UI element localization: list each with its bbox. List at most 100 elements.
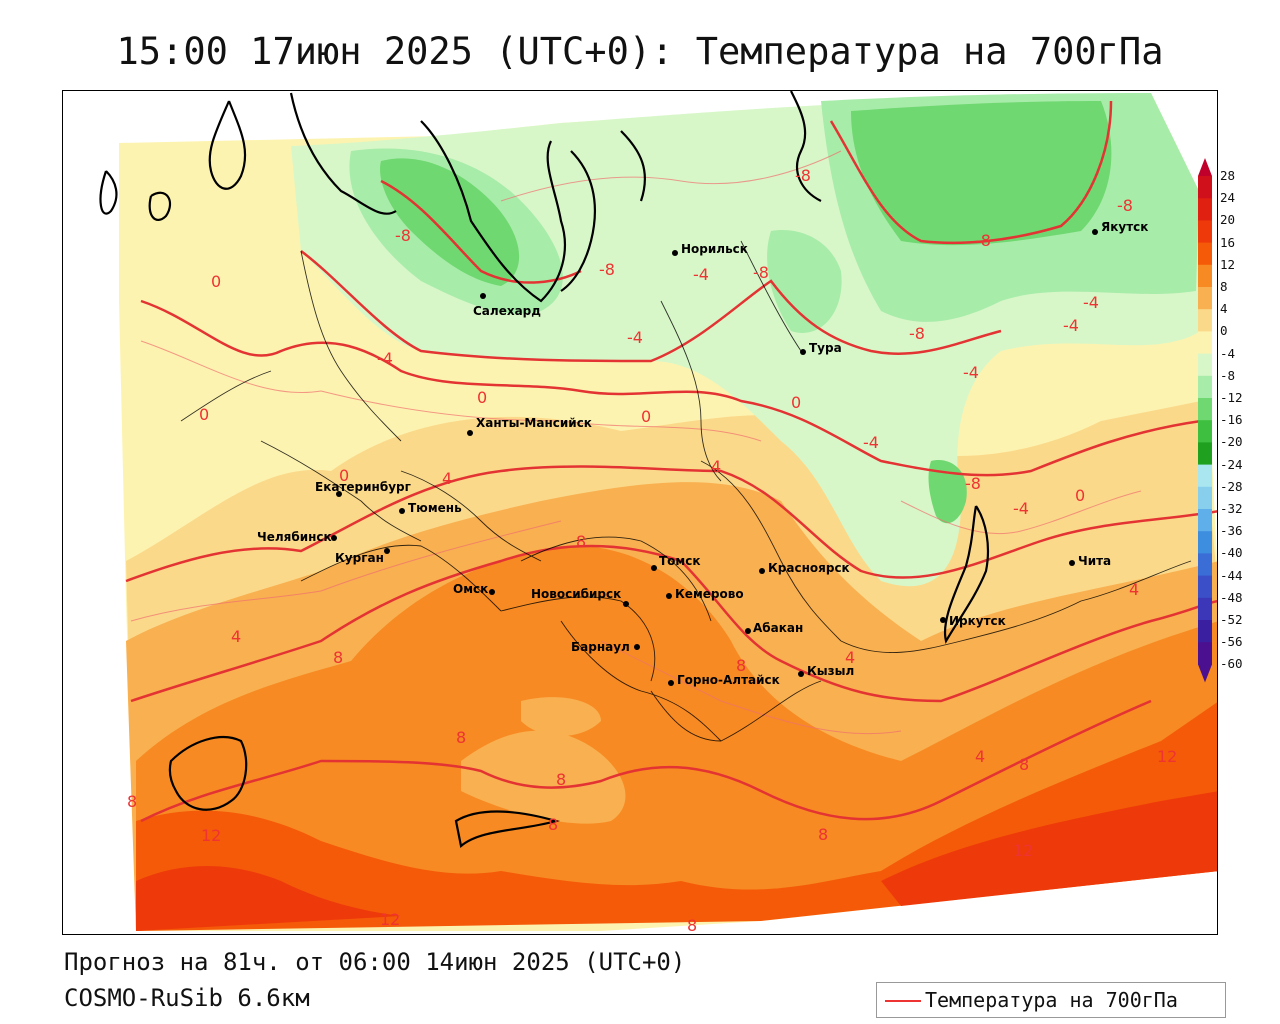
contour-label: -4 <box>693 265 709 284</box>
colorbar-tick-label: -28 <box>1220 478 1243 494</box>
contour-label: 0 <box>791 393 801 412</box>
page-title: 15:00 17июн 2025 (UTC+0): Температура на… <box>116 30 1164 73</box>
city-label: Норильск <box>681 242 748 256</box>
colorbar-tick-label: -52 <box>1220 612 1243 627</box>
legend-line-swatch <box>885 1000 921 1002</box>
colorbar-swatch <box>1198 442 1212 466</box>
colorbar-tick-label: -40 <box>1220 545 1243 561</box>
contour-label: 0 <box>477 388 487 407</box>
city-label: Горно-Алтайск <box>677 673 780 687</box>
colorbar-swatch <box>1198 398 1212 421</box>
contour-label: 4 <box>711 457 721 476</box>
colorbar-tick-label: -60 <box>1220 656 1243 672</box>
contour-label: 8 <box>556 770 566 789</box>
colorbar-tick-label: -16 <box>1220 412 1243 428</box>
colorbar-swatch <box>1198 464 1212 488</box>
colorbar-swatch <box>1198 575 1212 599</box>
city-label: Курган <box>335 551 384 565</box>
colorbar-swatch <box>1198 242 1212 266</box>
colorbar-tick-label: -20 <box>1220 434 1243 450</box>
contour-label: -8 <box>1117 196 1133 215</box>
colorbar-tick-label: 0 <box>1220 323 1228 339</box>
city-label: Челябинск <box>257 530 332 544</box>
city-label: Екатеринбург <box>315 480 411 494</box>
contour-label: 12 <box>380 910 400 929</box>
contour-label: -8 <box>599 260 615 279</box>
contour-label: 4 <box>231 627 241 646</box>
contour-label: 12 <box>1157 747 1177 766</box>
colorbar-swatch <box>1198 375 1212 399</box>
admin-borders <box>180 240 1192 742</box>
city-label: Чита <box>1078 554 1111 568</box>
colorbar-tick-label: 4 <box>1220 301 1228 317</box>
contour-label: -4 <box>627 328 643 347</box>
colorbar-tick-label: -36 <box>1220 523 1243 539</box>
colorbar-swatch <box>1198 198 1212 221</box>
colorbar-swatch <box>1198 309 1212 332</box>
colorbar-tick-label: -4 <box>1220 345 1236 361</box>
colorbar-top-arrow <box>1198 158 1212 176</box>
map-panel[interactable]: Салехард Норильск Якутск Тура Ханты-Манс… <box>62 90 1218 935</box>
city-label: Иркутск <box>949 614 1006 628</box>
cities: Салехард Норильск Якутск Тура Ханты-Манс… <box>257 220 1148 687</box>
coastlines <box>99 91 990 849</box>
colorbar-swatch <box>1198 509 1212 532</box>
forecast-info: Прогноз на 81ч. от 06:00 14июн 2025 (UTC… <box>64 948 686 976</box>
contour-label: -8 <box>753 263 769 282</box>
contour-labels: -8 -8 -8 -8 -8 -8 -8 -8 -4 -4 -4 -4 -4 -… <box>127 166 1177 935</box>
colorbar-tick-label: 20 <box>1220 212 1236 228</box>
legend: Температура на 700гПа <box>876 982 1226 1018</box>
contour-label: 8 <box>456 728 466 747</box>
colorbar-swatch <box>1198 264 1212 288</box>
city-label: Якутск <box>1101 220 1148 234</box>
colorbar-swatch <box>1198 220 1212 244</box>
contour-label: 8 <box>333 648 343 667</box>
city-label: Тюмень <box>408 501 462 515</box>
city-label: Омск <box>453 582 488 596</box>
colorbar-bottom-arrow <box>1198 664 1212 683</box>
contour-label: -4 <box>963 363 979 382</box>
colorbar-tick-label: 24 <box>1220 190 1236 206</box>
colorbar-swatch <box>1198 287 1212 310</box>
contour-label: -4 <box>1063 316 1079 335</box>
colorbar-swatch <box>1198 553 1212 577</box>
contour-label: -8 <box>795 166 811 185</box>
city-label: Тура <box>809 341 842 355</box>
contour-label: -4 <box>1083 293 1099 312</box>
city-label: Томск <box>659 554 701 568</box>
colorbar-tick-label: -48 <box>1220 589 1243 605</box>
contour-label: -4 <box>1013 499 1029 518</box>
colorbar-tick-label: -44 <box>1220 567 1243 583</box>
colorbar-swatch <box>1198 353 1212 377</box>
contour-label: -4 <box>377 349 393 368</box>
city-label: Абакан <box>753 621 803 635</box>
contour-label: 8 <box>127 792 137 811</box>
colorbar-tick-label: -8 <box>1220 367 1236 383</box>
contour-label: 0 <box>1075 486 1085 505</box>
contour-label: 8 <box>687 916 697 935</box>
colorbar-swatch <box>1198 420 1212 443</box>
colorbar-tick-label: 8 <box>1220 279 1228 294</box>
city-label: Салехард <box>473 304 541 318</box>
colorbar: 28 24 20 16 12 8 4 0 -4 -8 -12 -16 -20 -24 -28 -32 -36 -4… <box>1198 158 1268 690</box>
colorbar-tick-label: -32 <box>1220 501 1243 516</box>
colorbar-tick-label: 12 <box>1220 256 1236 272</box>
contour-label: 0 <box>641 407 651 426</box>
model-name: COSMO-RuSib 6.6км <box>64 984 310 1012</box>
colorbar-swatch <box>1198 176 1212 199</box>
contour-label: 4 <box>1129 580 1139 599</box>
colorbar-swatch <box>1198 597 1212 621</box>
colorbar-swatch <box>1198 486 1212 510</box>
city-label: Новосибирск <box>531 587 621 601</box>
temperature-map: Салехард Норильск Якутск Тура Ханты-Манс… <box>63 91 1217 935</box>
colorbar-tick-label: -12 <box>1220 390 1243 405</box>
contour-label: -8 <box>965 474 981 493</box>
contour-label: 8 <box>1019 755 1029 774</box>
city-label: Кемерово <box>675 587 744 601</box>
contour-label: -8 <box>395 226 411 245</box>
city-label: Красноярск <box>768 561 850 575</box>
colorbar-swatch <box>1198 642 1212 665</box>
contour-label: 8 <box>818 825 828 844</box>
contour-label: 4 <box>975 747 985 766</box>
colorbar-swatch <box>1198 620 1212 643</box>
